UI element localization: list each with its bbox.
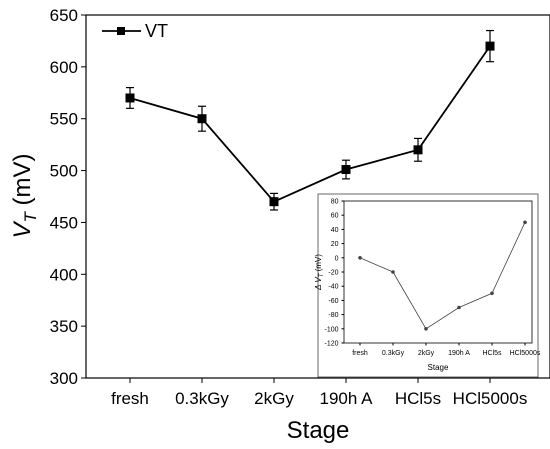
inset-x-tick-label: 190h A bbox=[448, 350, 470, 357]
main-y-tick-label: 500 bbox=[50, 162, 78, 181]
main-x-axis-title: Stage bbox=[287, 417, 350, 444]
inset-y-axis-title-unit: (mV) bbox=[314, 254, 323, 274]
legend-label: VT bbox=[145, 21, 168, 41]
inset-data-point bbox=[391, 270, 395, 274]
main-y-axis-title-symbol: V bbox=[9, 221, 36, 239]
main-data-point bbox=[413, 145, 423, 155]
main-x-tick-label: 190h A bbox=[320, 389, 374, 408]
main-data-point bbox=[197, 114, 207, 124]
main-y-axis-title: VT (mV) bbox=[9, 153, 40, 238]
inset-y-axis-title-subscript: T bbox=[319, 272, 325, 277]
main-x-tick-label: HCl5000s bbox=[453, 389, 528, 408]
inset-series-line bbox=[359, 222, 526, 330]
inset-y-tick-label: -120 bbox=[324, 341, 338, 348]
main-y-tick-label: 600 bbox=[50, 58, 78, 77]
inset-y-tick-label: -40 bbox=[328, 284, 338, 291]
inset-y-tick-label: -100 bbox=[324, 326, 338, 333]
inset-data-point bbox=[523, 220, 527, 225]
inset-x-tick-label: 2kGy bbox=[418, 350, 435, 357]
inset-y-tick-label: -80 bbox=[328, 312, 338, 319]
main-data-point bbox=[125, 93, 135, 103]
main-x-tick-label: fresh bbox=[111, 389, 149, 408]
inset-x-axis: fresh 0.3kGy 2kGy 190h A HCl5s HCl5000s bbox=[352, 343, 541, 357]
main-y-tick-label: 300 bbox=[50, 369, 78, 388]
inset-x-tick-label: fresh bbox=[352, 350, 368, 357]
main-x-tick-label: HCl5s bbox=[395, 389, 441, 408]
main-y-tick-label: 450 bbox=[50, 213, 78, 232]
main-y-axis: 300 350 400 450 500 550 600 650 bbox=[50, 6, 86, 388]
inset-y-axis-title: Δ VT (mV) bbox=[314, 254, 325, 291]
main-series-vt bbox=[125, 29, 495, 211]
inset-y-tick-label: 60 bbox=[331, 213, 339, 220]
inset-x-tick-label: HCl5s bbox=[482, 350, 502, 357]
main-y-axis-title-unit: (mV) bbox=[9, 153, 36, 212]
inset-y-tick-label: -60 bbox=[328, 298, 338, 305]
inset-y-tick-label: 80 bbox=[331, 199, 339, 206]
inset-y-tick-label: 0 bbox=[335, 255, 339, 262]
inset-x-tick-label: HCl5000s bbox=[510, 350, 541, 357]
main-y-tick-label: 650 bbox=[50, 6, 78, 25]
inset-y-axis-title-symbol: Δ V bbox=[314, 277, 323, 291]
main-plot-frame bbox=[85, 14, 550, 379]
inset-y-tick-label: 20 bbox=[331, 241, 339, 248]
main-x-tick-label: 2kGy bbox=[254, 389, 294, 408]
main-data-point bbox=[485, 41, 495, 51]
inset-data-point bbox=[424, 327, 428, 331]
inset-chart: -120 -100 -80 -60 -40 -20 0 20 40 60 80 fresh 0.3kG… bbox=[314, 193, 541, 378]
inset-data-point bbox=[457, 305, 461, 310]
main-data-point bbox=[269, 197, 279, 207]
inset-y-tick-label: -20 bbox=[328, 270, 338, 277]
main-legend: VT bbox=[102, 21, 168, 41]
inset-y-tick-label: 40 bbox=[331, 227, 339, 234]
inset-x-tick-label: 0.3kGy bbox=[382, 350, 405, 357]
legend-marker bbox=[117, 27, 125, 35]
inset-series bbox=[358, 220, 527, 331]
main-y-tick-label: 550 bbox=[50, 110, 78, 129]
main-data-point bbox=[341, 165, 351, 175]
inset-data-point bbox=[358, 255, 362, 260]
main-y-axis-title-subscript: T bbox=[21, 211, 40, 223]
inset-y-axis: -120 -100 -80 -60 -40 -20 0 20 40 60 80 bbox=[324, 199, 344, 348]
main-series-line bbox=[129, 45, 491, 203]
inset-data-point bbox=[490, 291, 494, 296]
inset-panel bbox=[317, 193, 539, 378]
main-y-tick-label: 400 bbox=[50, 265, 78, 284]
inset-x-axis-title: Stage bbox=[428, 363, 449, 372]
main-x-tick-label: 0.3kGy bbox=[175, 389, 229, 408]
main-y-tick-label: 350 bbox=[50, 317, 78, 336]
main-x-axis: fresh 0.3kGy 2kGy 190h A HCl5s HCl5000s bbox=[111, 378, 527, 408]
